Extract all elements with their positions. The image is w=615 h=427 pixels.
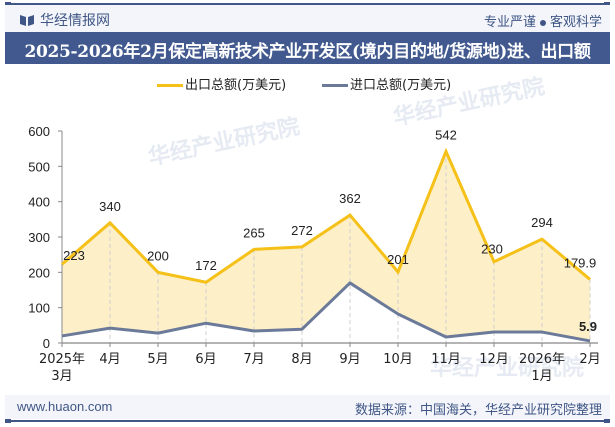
y-tick-label: 0 bbox=[43, 336, 50, 351]
export-swatch-icon bbox=[157, 84, 183, 87]
watermark-text: 华经产业研究院 bbox=[430, 355, 584, 381]
x-tick-label: 11月 bbox=[431, 352, 461, 367]
watermark-text: 华经产业研究院 bbox=[146, 113, 302, 170]
x-tick-label: 4月 bbox=[99, 352, 120, 367]
x-tick-label: 2025年 bbox=[39, 352, 85, 367]
x-tick-label: 1月 bbox=[531, 369, 552, 384]
export-data-label: 542 bbox=[435, 127, 457, 142]
y-tick-label: 200 bbox=[28, 265, 50, 280]
bottom-border bbox=[5, 419, 610, 423]
logo-icon bbox=[20, 15, 34, 26]
import-swatch-icon bbox=[322, 84, 348, 87]
slogan-left: 专业严谨 bbox=[483, 15, 536, 30]
header-bar: 华经情报网 专业严谨 客观科学 bbox=[5, 5, 610, 32]
brand-name: 华经情报网 bbox=[40, 13, 110, 29]
export-data-label: 294 bbox=[531, 215, 553, 230]
y-tick-label: 100 bbox=[28, 301, 50, 316]
export-data-label: 201 bbox=[387, 252, 409, 267]
chart-title: 2025-2026年2月保定高新技术产业开发区(境内目的地/货源地)进、出口额 bbox=[24, 42, 591, 62]
top-border bbox=[5, 2, 610, 6]
export-line bbox=[61, 147, 591, 284]
legend-label-export: 出口总额(万美元) bbox=[185, 78, 287, 93]
x-tick-label: 9月 bbox=[339, 352, 360, 367]
import-data-label: 5.9 bbox=[579, 319, 597, 334]
dot-icon bbox=[539, 19, 546, 26]
export-data-label: 172 bbox=[195, 258, 217, 273]
y-tick-label: 500 bbox=[28, 159, 50, 174]
slogan-right: 客观科学 bbox=[549, 15, 602, 30]
export-data-label: 200 bbox=[147, 248, 169, 263]
x-tick-label: 2月 bbox=[579, 352, 600, 367]
import-area-fill bbox=[62, 282, 590, 343]
y-tick-label: 600 bbox=[28, 124, 50, 139]
x-tick-label: 12月 bbox=[479, 352, 509, 367]
x-tick-label: 2026年 bbox=[519, 352, 565, 367]
export-data-label: 340 bbox=[99, 199, 121, 214]
import-line bbox=[61, 281, 591, 343]
x-tick-label: 7月 bbox=[243, 352, 264, 367]
title-bar: 2025-2026年2月保定高新技术产业开发区(境内目的地/货源地)进、出口额 bbox=[5, 32, 610, 64]
y-tick-label: 400 bbox=[28, 195, 50, 210]
watermark-text: 华经产业研究院 bbox=[391, 73, 547, 130]
footer-bar: www.huaon.com 数据来源：中国海关，华经产业研究院整理 bbox=[5, 395, 610, 419]
x-tick-label: 8月 bbox=[291, 352, 312, 367]
site-url: www.huaon.com bbox=[17, 399, 113, 414]
export-data-label: 230 bbox=[481, 242, 503, 257]
export-data-label: 223 bbox=[63, 248, 85, 263]
export-area-fill bbox=[62, 151, 590, 343]
export-data-label: 265 bbox=[243, 225, 265, 240]
x-tick-label: 6月 bbox=[195, 352, 216, 367]
export-data-label: 362 bbox=[339, 191, 361, 206]
x-tick-label: 10月 bbox=[383, 352, 413, 367]
y-tick-label: 300 bbox=[28, 230, 50, 245]
data-source: 数据来源：中国海关，华经产业研究院整理 bbox=[354, 403, 602, 418]
legend-label-import: 进口总额(万美元) bbox=[350, 78, 452, 93]
x-tick-label: 3月 bbox=[51, 369, 72, 384]
legend-item-import: 进口总额(万美元) bbox=[322, 74, 451, 93]
export-data-label: 272 bbox=[291, 223, 313, 238]
x-tick-label: 5月 bbox=[147, 352, 168, 367]
chart-legend: 出口总额(万美元) 进口总额(万美元) bbox=[0, 74, 615, 94]
export-data-label: 179.9 bbox=[564, 255, 597, 270]
slogan: 专业严谨 客观科学 bbox=[484, 11, 602, 30]
legend-item-export: 出口总额(万美元) bbox=[157, 74, 286, 93]
